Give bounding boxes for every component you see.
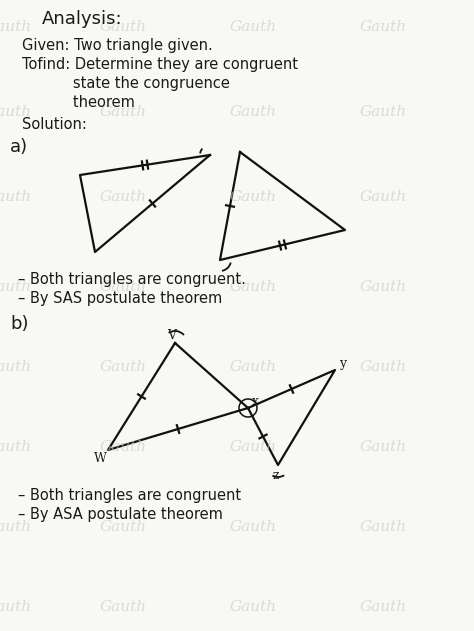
Text: Gauth: Gauth [230, 190, 277, 204]
Text: Gauth: Gauth [100, 20, 147, 34]
Text: Gauth: Gauth [360, 190, 407, 204]
Text: Gauth: Gauth [230, 360, 277, 374]
Text: state the congruence: state the congruence [22, 76, 230, 91]
Text: Gauth: Gauth [100, 105, 147, 119]
Text: x: x [252, 395, 259, 408]
Text: Gauth: Gauth [230, 105, 277, 119]
Text: Gauth: Gauth [0, 190, 32, 204]
Text: Gauth: Gauth [0, 520, 32, 534]
Text: Gauth: Gauth [100, 440, 147, 454]
Text: z: z [273, 469, 279, 482]
Text: b): b) [10, 315, 28, 333]
Text: y: y [339, 357, 346, 370]
Text: Gauth: Gauth [0, 360, 32, 374]
Text: Gauth: Gauth [100, 600, 147, 614]
Text: a): a) [10, 138, 28, 156]
Text: Gauth: Gauth [360, 600, 407, 614]
Text: Gauth: Gauth [360, 440, 407, 454]
Text: Gauth: Gauth [360, 280, 407, 294]
Text: V: V [167, 329, 176, 342]
Text: Gauth: Gauth [230, 520, 277, 534]
Text: Gauth: Gauth [0, 105, 32, 119]
Text: – By SAS postulate theorem: – By SAS postulate theorem [18, 291, 222, 306]
Text: Gauth: Gauth [230, 440, 277, 454]
Text: Solution:: Solution: [22, 117, 87, 132]
Text: – Both triangles are congruent: – Both triangles are congruent [18, 488, 241, 503]
Text: Gauth: Gauth [360, 360, 407, 374]
Text: Tofind: Determine they are congruent: Tofind: Determine they are congruent [22, 57, 298, 72]
Text: Gauth: Gauth [230, 280, 277, 294]
Text: – Both triangles are congruent.: – Both triangles are congruent. [18, 272, 246, 287]
Text: Gauth: Gauth [360, 105, 407, 119]
Text: Gauth: Gauth [100, 360, 147, 374]
Text: Gauth: Gauth [360, 20, 407, 34]
Text: Given: Two triangle given.: Given: Two triangle given. [22, 38, 213, 53]
Text: – By ASA postulate theorem: – By ASA postulate theorem [18, 507, 223, 522]
Text: Gauth: Gauth [100, 520, 147, 534]
Text: Analysis:: Analysis: [42, 10, 123, 28]
Text: Gauth: Gauth [0, 280, 32, 294]
Text: Gauth: Gauth [230, 600, 277, 614]
Text: W: W [94, 452, 107, 465]
Text: Gauth: Gauth [100, 190, 147, 204]
Text: Gauth: Gauth [0, 20, 32, 34]
Text: Gauth: Gauth [100, 280, 147, 294]
Text: Gauth: Gauth [0, 600, 32, 614]
Text: Gauth: Gauth [230, 20, 277, 34]
Text: Gauth: Gauth [360, 520, 407, 534]
Text: Gauth: Gauth [0, 440, 32, 454]
Text: theorem: theorem [22, 95, 135, 110]
